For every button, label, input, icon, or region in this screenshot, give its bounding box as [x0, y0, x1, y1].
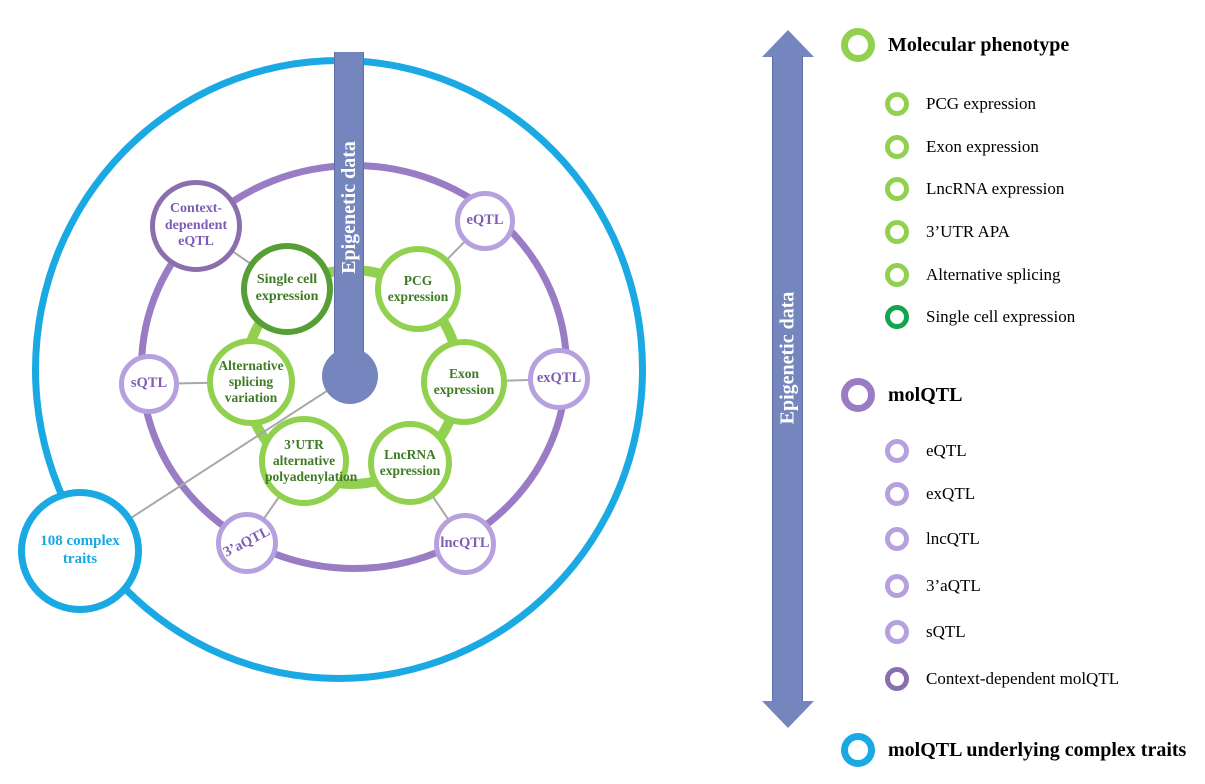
green-ring-icon	[885, 220, 909, 244]
light-purple-ring-icon	[885, 620, 909, 644]
node-label: 108 complex traits	[40, 533, 120, 567]
epigenetic-data-bar: Epigenetic data	[334, 52, 364, 362]
legend-item-label: eQTL	[926, 441, 967, 460]
legend-item-lncrna-expression: LncRNA expression	[885, 177, 1064, 201]
epigenetic-data-arrow: Epigenetic data	[762, 30, 814, 728]
node-108-complex-traits: 108 complex traits	[18, 489, 142, 613]
arrow-label: Epigenetic data	[776, 291, 799, 425]
legend-item-3aqtl: 3’aQTL	[885, 574, 981, 598]
legend-item-alternative-splicing: Alternative splicing	[885, 263, 1061, 287]
node-label: PCG expression	[387, 273, 449, 304]
legend-item-label: PCG expression	[926, 94, 1037, 113]
legend-item-label: lncQTL	[926, 529, 980, 548]
light-purple-ring-icon	[885, 482, 909, 506]
node-label: Exon expression	[433, 366, 495, 397]
legend-heading-label: molQTL	[888, 383, 963, 406]
legend-heading-label: Molecular phenotype	[888, 33, 1070, 56]
blue-ring-icon	[841, 733, 875, 767]
legend-item-label: LncRNA expression	[926, 179, 1065, 198]
green-ring-icon	[885, 135, 909, 159]
epigenetic-data-bar-label: Epigenetic data	[337, 140, 360, 274]
legend-heading-complex-traits: molQTL underlying complex traits	[841, 733, 1186, 767]
legend-heading-label: molQTL underlying complex traits	[888, 738, 1187, 761]
node-label: Context-dependent eQTL	[164, 201, 228, 250]
legend-heading-molqtl: molQTL	[841, 378, 962, 412]
green-ring-icon	[885, 177, 909, 201]
node-single-cell-expression: Single cell expression	[241, 243, 333, 335]
legend-item-context-dependent-molqtl: Context-dependent molQTL	[885, 667, 1119, 691]
node-label: LncRNA expression	[379, 447, 441, 478]
legend-item-3utr-apa: 3’UTR APA	[885, 220, 1010, 244]
light-purple-ring-icon	[885, 527, 909, 551]
node-exon-expression: Exon expression	[421, 339, 507, 425]
legend-item-single-cell-expression: Single cell expression	[885, 305, 1075, 329]
node-label: sQTL	[130, 375, 168, 392]
node-lncrna-expression: LncRNA expression	[368, 421, 452, 505]
legend-item-label: Single cell expression	[926, 307, 1076, 326]
node-eqtl: eQTL	[455, 191, 515, 251]
arrow-shaft	[772, 56, 803, 702]
node-alternative-splicing-variation: Alternative splicing variation	[207, 338, 295, 426]
node-label: Alternative splicing variation	[218, 358, 284, 405]
node-exqtl: exQTL	[528, 348, 590, 410]
node-label: exQTL	[536, 370, 582, 387]
arrow-down-icon	[762, 701, 814, 728]
legend-item-exon-expression: Exon expression	[885, 135, 1039, 159]
legend-item-eqtl: eQTL	[885, 439, 967, 463]
legend-item-label: Exon expression	[926, 137, 1039, 156]
legend-item-label: exQTL	[926, 484, 976, 503]
node-label: eQTL	[466, 212, 504, 229]
arrow-up-icon	[762, 30, 814, 57]
node-3aqtl: 3’aQTL	[216, 512, 278, 574]
green-ring-icon	[841, 28, 875, 62]
green-ring-icon	[885, 263, 909, 287]
node-label: 3’aQTL	[220, 524, 273, 561]
connector-lines	[79, 220, 560, 552]
legend-item-label: 3’UTR APA	[926, 222, 1010, 241]
legend-item-lncqtl: lncQTL	[885, 527, 980, 551]
node-3utr-alternative-polyadenylation: 3’UTR alternative polyadenylation	[259, 416, 358, 506]
node-sqtl: sQTL	[119, 354, 179, 414]
legend-heading-molecular-phenotype: Molecular phenotype	[841, 28, 1069, 62]
legend-item-sqtl: sQTL	[885, 620, 966, 644]
legend-item-exqtl: exQTL	[885, 482, 975, 506]
node-context-dependent-eqtl: Context-dependent eQTL	[150, 180, 242, 272]
legend-item-label: Alternative splicing	[926, 265, 1061, 284]
light-purple-ring-icon	[885, 439, 909, 463]
node-label: Single cell expression	[255, 272, 319, 304]
legend-item-label: Context-dependent molQTL	[926, 669, 1120, 688]
node-label: lncQTL	[440, 535, 490, 552]
legend-item-label: 3’aQTL	[926, 576, 981, 595]
node-label: 3’UTR alternative polyadenylation	[265, 437, 358, 484]
purple-ring-icon	[841, 378, 875, 412]
dark-purple-ring-icon	[885, 667, 909, 691]
light-purple-ring-icon	[885, 574, 909, 598]
legend-item-label: sQTL	[926, 622, 966, 641]
epigenetic-data-pin	[322, 348, 378, 404]
emerald-ring-icon	[885, 305, 909, 329]
node-lncqtl: lncQTL	[434, 513, 496, 575]
green-ring-icon	[885, 92, 909, 116]
legend-item-pcg-expression: PCG expression	[885, 92, 1036, 116]
node-pcg-expression: PCG expression	[375, 246, 461, 332]
